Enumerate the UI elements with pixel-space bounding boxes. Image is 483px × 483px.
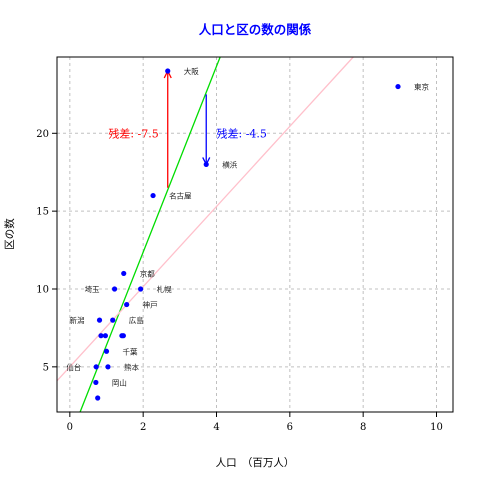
point-label: 東京 (414, 82, 429, 92)
point-label: 京都 (140, 268, 155, 278)
data-points (93, 68, 401, 401)
point-label: 仙台 (66, 362, 81, 372)
regression-line (56, 56, 354, 382)
point-label: 横浜 (222, 159, 237, 169)
data-point (395, 83, 401, 90)
residual-arrows (163, 69, 211, 188)
point-label: 熊本 (124, 362, 139, 372)
x-tick-label: 6 (287, 422, 293, 433)
data-point (95, 395, 101, 401)
data-point (96, 317, 103, 323)
point-label: 新潟 (70, 315, 85, 325)
data-point (111, 286, 118, 292)
x-tick-label: 10 (430, 422, 443, 433)
data-point (93, 379, 99, 386)
data-point (93, 364, 99, 370)
y-tick-label: 20 (36, 129, 49, 140)
point-label: 千葉 (123, 346, 138, 356)
annotations: 残差: -7.5 残差: -4.5 (108, 126, 267, 140)
y-tick-label: 15 (36, 207, 49, 218)
data-point (103, 348, 110, 354)
data-point (120, 333, 126, 339)
regression-line (79, 56, 221, 413)
data-point (110, 317, 116, 323)
x-axis-label: 人口 （百万人） (216, 457, 295, 469)
data-point (203, 161, 209, 168)
data-point (98, 333, 104, 339)
x-tick-label: 2 (140, 422, 146, 433)
x-tick-label: 8 (360, 422, 366, 433)
residual-annotation: 残差: -4.5 (217, 126, 267, 140)
point-label: 岡山 (112, 377, 127, 387)
point-label: 埼玉 (85, 284, 100, 294)
fit-lines (56, 56, 354, 413)
data-point (138, 286, 144, 292)
y-tick-label: 5 (43, 362, 49, 373)
point-label: 札幌 (157, 284, 172, 294)
chart-title: 人口と区の数の関係 (199, 22, 312, 37)
grid (57, 57, 453, 412)
data-point (150, 192, 156, 199)
residual-annotation: 残差: -7.5 (108, 126, 158, 140)
x-tick-label: 0 (67, 422, 73, 433)
x-tick-label: 4 (213, 422, 219, 433)
plot-frame (56, 56, 454, 413)
data-point (102, 333, 108, 339)
data-point (121, 270, 127, 277)
data-point (124, 301, 130, 308)
data-point (105, 364, 111, 370)
y-axis-label: 区の数 (3, 218, 16, 250)
data-point (165, 68, 171, 74)
axes: 0 2 4 6 8 10 5 10 15 20 (36, 129, 443, 433)
point-label: 神戸 (143, 300, 158, 310)
y-tick-label: 10 (36, 284, 49, 295)
point-label: 大阪 (184, 66, 199, 76)
point-label: 名古屋 (169, 191, 192, 201)
point-label: 広島 (129, 315, 144, 325)
